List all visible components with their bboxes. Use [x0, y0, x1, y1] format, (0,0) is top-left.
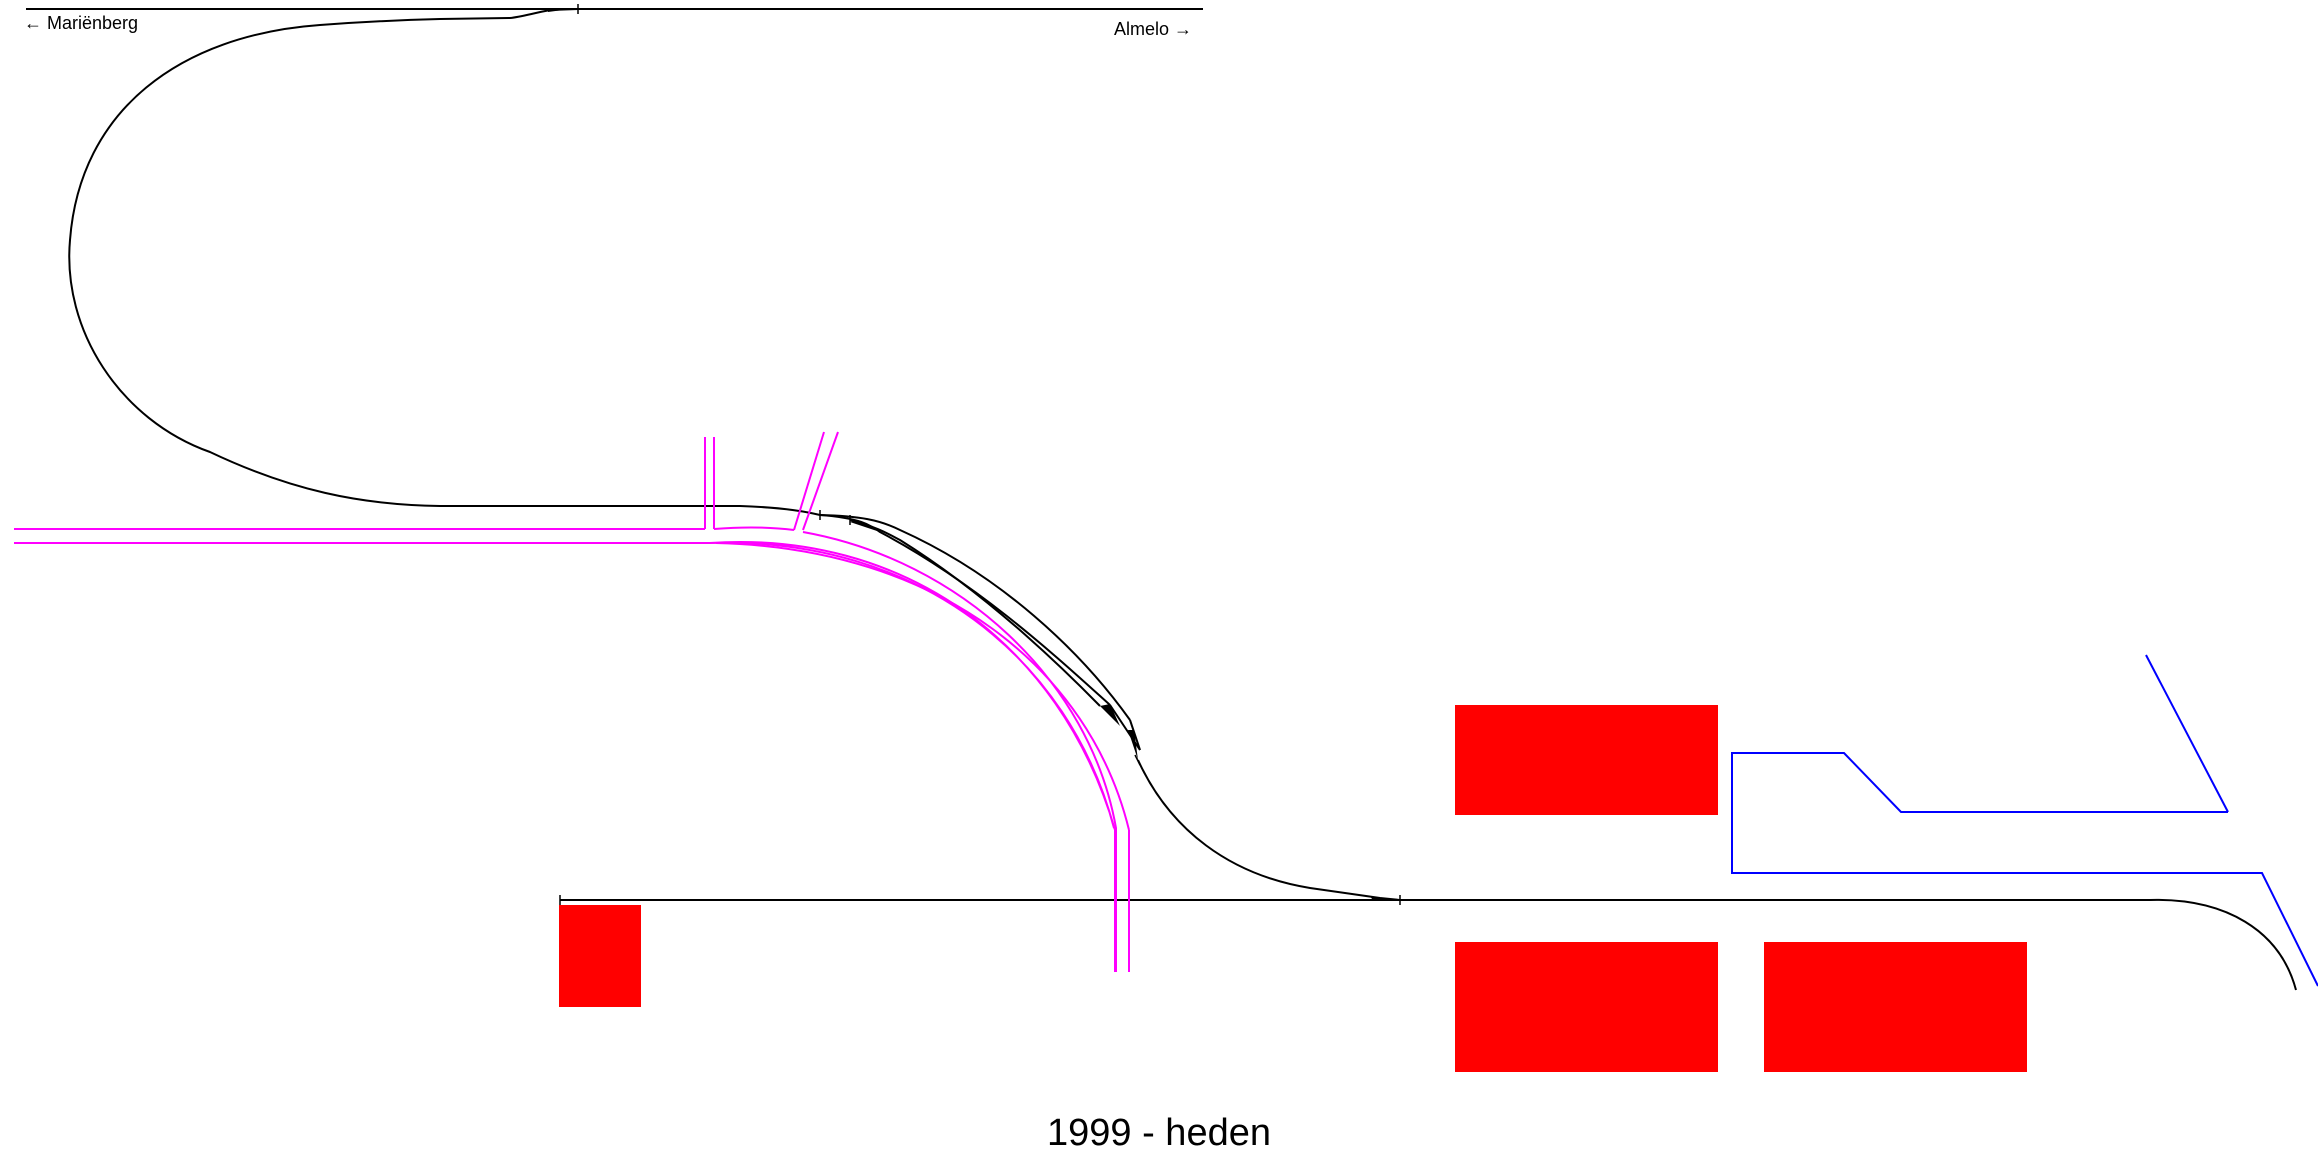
- building-lower-left: [1455, 942, 1718, 1072]
- switch-frog-yard-1: [850, 520, 880, 532]
- period-caption: 1999 - heden: [1047, 1112, 1271, 1154]
- buildings: [559, 705, 2027, 1072]
- direction-label-right: Almelo →: [1114, 19, 1193, 39]
- main-line-top: [26, 4, 1203, 14]
- lower-connecting-track: [1137, 759, 1401, 901]
- building-small: [559, 905, 641, 1007]
- lower-main-line: [559, 895, 2297, 991]
- switch-frog-yard-2: [1100, 704, 1120, 726]
- roads: [14, 431, 1130, 972]
- building-upper-right: [1455, 705, 1718, 815]
- switch-frog-yard-3: [1128, 730, 1138, 760]
- direction-label-left: ← Mariënberg: [24, 13, 139, 33]
- connecting-curve-track: [68, 8, 821, 516]
- building-lower-right: [1764, 942, 2027, 1072]
- switch-frog-top: [548, 8, 578, 12]
- boundary-lines: [1731, 654, 2318, 987]
